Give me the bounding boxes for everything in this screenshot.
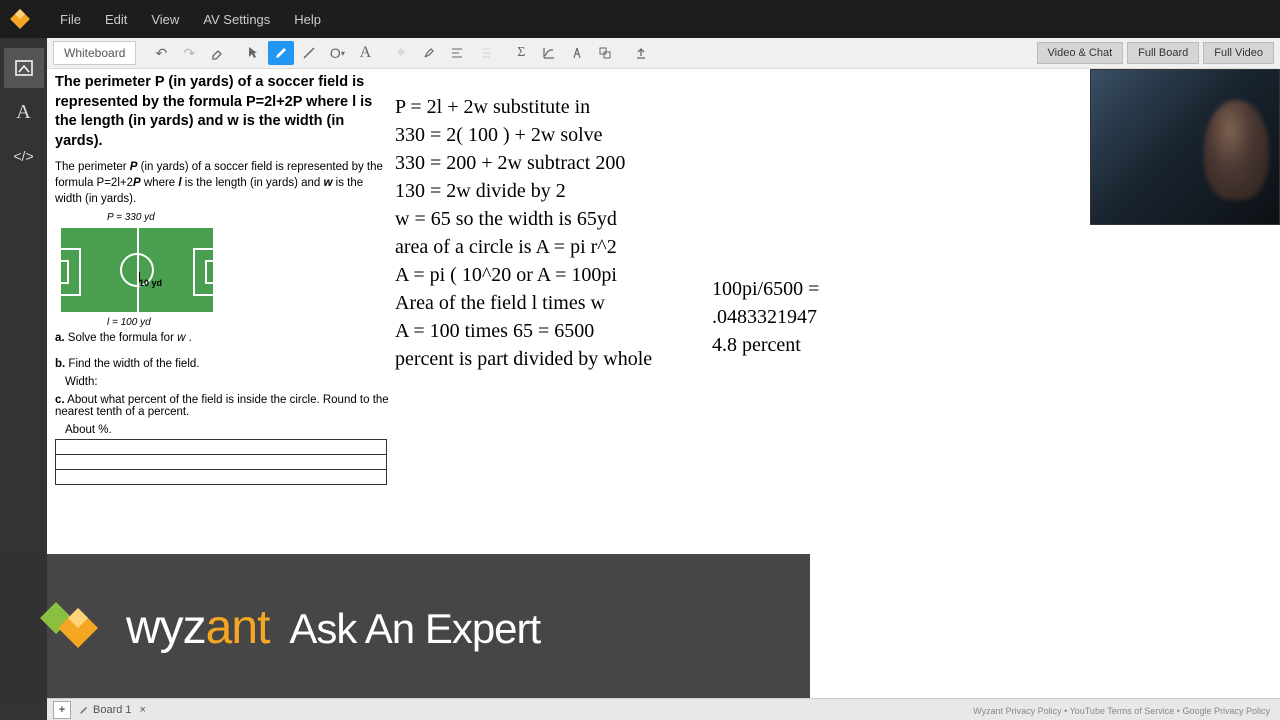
full-video-button[interactable]: Full Video (1203, 42, 1274, 64)
soccer-field-diagram: P = 330 yd 10 yd l = 100 yd (57, 214, 217, 326)
brand-logo-icon (30, 586, 108, 669)
video-feed[interactable] (1090, 69, 1280, 225)
graph-icon[interactable] (536, 41, 562, 65)
whiteboard-tab[interactable]: Whiteboard (53, 41, 136, 65)
menu-view[interactable]: View (139, 12, 191, 27)
field-radius-label: 10 yd (139, 278, 162, 288)
list-icon[interactable] (472, 41, 498, 65)
question-b-width: Width: (65, 376, 390, 388)
pointer-icon[interactable] (240, 41, 266, 65)
problem-subtitle: The perimeter P (in yards) of a soccer f… (55, 159, 390, 207)
top-menubar: File Edit View AV Settings Help (0, 0, 1280, 38)
close-board-icon[interactable]: × (140, 704, 146, 716)
board-tab-1[interactable]: Board 1 × (79, 704, 146, 716)
highlight-icon[interactable] (416, 41, 442, 65)
upload-icon[interactable] (628, 41, 654, 65)
worked-solution-1: P = 2l + 2w substitute in 330 = 2( 100 )… (395, 93, 652, 373)
align-icon[interactable] (444, 41, 470, 65)
undo-icon[interactable]: ↶ (148, 41, 174, 65)
question-c-about: About %. (65, 424, 390, 436)
pencil-icon[interactable] (268, 41, 294, 65)
sigma-icon[interactable]: Σ (508, 41, 534, 65)
worked-solution-2: 100pi/6500 = .0483321947 4.8 percent (712, 275, 819, 359)
full-board-button[interactable]: Full Board (1127, 42, 1199, 64)
toolbar: Whiteboard ↶ ↷ O▾ A Σ Video & Chat Full … (47, 38, 1280, 69)
brand-banner: wyzant Ask An Expert (0, 554, 810, 700)
add-board-button[interactable]: + (53, 701, 71, 719)
compass-icon[interactable] (564, 41, 590, 65)
menu-avsettings[interactable]: AV Settings (191, 12, 282, 27)
line-icon[interactable] (296, 41, 322, 65)
footer-links[interactable]: Wyzant Privacy Policy • YouTube Terms of… (973, 706, 1270, 716)
question-c: c. About what percent of the field is in… (55, 394, 390, 418)
answer-table (55, 439, 387, 485)
sidebar-whiteboard-icon[interactable] (4, 48, 44, 88)
field-perimeter-label: P = 330 yd (107, 212, 155, 223)
shape-icon[interactable]: O▾ (324, 41, 350, 65)
group-icon[interactable] (592, 41, 618, 65)
brand-text: wyzant Ask An Expert (126, 600, 540, 655)
menu-help[interactable]: Help (282, 12, 333, 27)
pencil-small-icon (79, 705, 89, 715)
app-logo-icon (8, 7, 32, 31)
problem-block: The perimeter P (in yards) of a soccer f… (55, 73, 390, 485)
redo-icon[interactable]: ↷ (176, 41, 202, 65)
question-a: a. Solve the formula for w . (55, 332, 390, 344)
menu-edit[interactable]: Edit (93, 12, 139, 27)
eraser-icon[interactable] (204, 41, 230, 65)
problem-title: The perimeter P (in yards) of a soccer f… (55, 73, 390, 151)
video-chat-button[interactable]: Video & Chat (1037, 42, 1124, 64)
question-b: b. Find the width of the field. (55, 358, 390, 370)
field-length-label: l = 100 yd (107, 317, 151, 328)
sidebar-text-icon[interactable]: A (4, 92, 44, 132)
fill-icon[interactable] (388, 41, 414, 65)
text-tool-icon[interactable]: A (352, 41, 378, 65)
sidebar-code-icon[interactable]: </> (4, 136, 44, 176)
menu-file[interactable]: File (48, 12, 93, 27)
